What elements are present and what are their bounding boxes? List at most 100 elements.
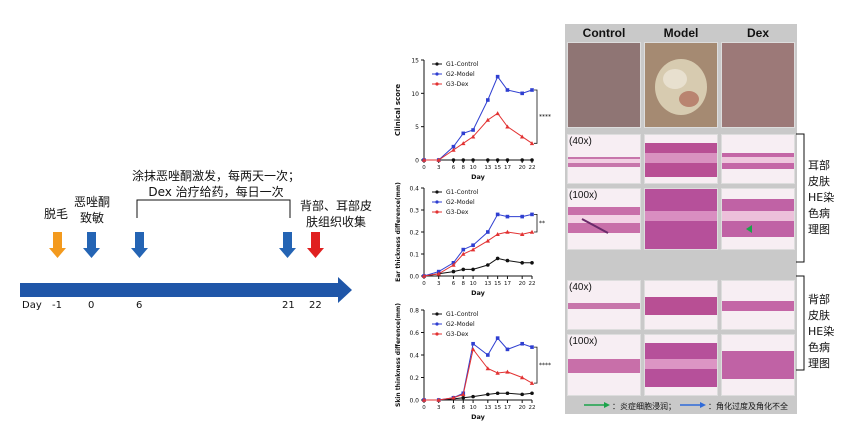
data-point bbox=[520, 341, 524, 346]
legend-label: G2-Model bbox=[446, 321, 475, 328]
series-line-1 bbox=[424, 337, 533, 401]
data-point bbox=[505, 214, 510, 219]
series-line-1 bbox=[424, 75, 533, 161]
x-tick-label: 17 bbox=[504, 165, 511, 171]
data-point bbox=[505, 158, 510, 162]
data-point bbox=[486, 158, 490, 162]
x-tick-label: 20 bbox=[519, 281, 526, 287]
data-point bbox=[485, 238, 491, 243]
x-tick-label: 6 bbox=[452, 281, 456, 287]
back-40x-dex bbox=[721, 280, 795, 330]
y-axis-label: Ear thickness difference(mm) bbox=[395, 182, 402, 282]
y-tick-label: 5 bbox=[415, 124, 419, 131]
y-axis-label: Skin thinkness difference(mm) bbox=[395, 303, 402, 407]
data-point bbox=[495, 370, 500, 375]
x-axis-label: Day bbox=[471, 413, 486, 421]
y-tick-label: 0.2 bbox=[409, 375, 419, 382]
legend-marker bbox=[435, 200, 439, 204]
histology-panel: Control Model Dex (40x) (100x) bbox=[565, 24, 797, 414]
x-tick-label: 8 bbox=[462, 281, 466, 287]
legend-marker bbox=[435, 312, 439, 316]
column-header-control: Control bbox=[582, 26, 626, 40]
data-point bbox=[436, 269, 441, 274]
data-point bbox=[461, 251, 466, 256]
data-point bbox=[451, 147, 456, 152]
data-point bbox=[495, 212, 500, 217]
x-tick-label: 13 bbox=[484, 165, 491, 171]
y-tick-label: 0.0 bbox=[409, 274, 419, 281]
back-100x-control bbox=[567, 334, 641, 396]
y-tick-label: 0.6 bbox=[409, 330, 419, 337]
data-point bbox=[451, 262, 456, 267]
data-point bbox=[436, 157, 441, 162]
timeline-arrow bbox=[20, 277, 352, 303]
clinical-score-chart: 0 5 10 15 0 3 6 8 10 13 15 17 20 22 Day Clinical score G… bbox=[390, 52, 552, 182]
blue-arrow-legend-icon bbox=[680, 402, 706, 408]
x-tick-label: 15 bbox=[494, 165, 501, 171]
data-point bbox=[530, 345, 534, 349]
legend-label: G1-Control bbox=[446, 311, 479, 318]
data-point bbox=[505, 229, 510, 234]
data-point bbox=[530, 88, 534, 92]
x-tick-label: 13 bbox=[484, 281, 491, 287]
legend-label: G3-Dex bbox=[446, 331, 469, 338]
back-he-label: 背部 皮肤 HE染 色病 理图 bbox=[808, 293, 835, 370]
green-arrow-legend-icon bbox=[584, 402, 610, 408]
y-tick-label: 0.8 bbox=[409, 308, 419, 315]
x-tick-label: 22 bbox=[529, 165, 536, 171]
series-line-2 bbox=[424, 348, 533, 401]
data-point bbox=[471, 394, 475, 399]
ear-100x-model bbox=[644, 188, 718, 250]
data-point bbox=[461, 267, 466, 272]
blue-marker-icon bbox=[279, 232, 296, 258]
y-tick-label: 0.4 bbox=[409, 353, 419, 360]
model-skin-photo bbox=[644, 42, 718, 128]
data-point bbox=[470, 134, 476, 139]
x-tick-label: 20 bbox=[519, 405, 526, 411]
data-point bbox=[495, 256, 500, 261]
x-axis-label: Day bbox=[471, 289, 486, 297]
series-line-2 bbox=[423, 231, 533, 277]
legend-marker bbox=[435, 332, 439, 336]
column-header-model: Model bbox=[663, 26, 699, 40]
data-point bbox=[470, 247, 476, 252]
data-point bbox=[471, 128, 475, 132]
data-point bbox=[436, 271, 441, 276]
significance-bracket bbox=[534, 89, 538, 144]
data-point bbox=[520, 91, 524, 96]
x-tick-label: 6 bbox=[452, 165, 456, 171]
y-tick-label: 10 bbox=[411, 91, 419, 98]
data-point bbox=[530, 158, 534, 162]
ear-thickness-svg: 0.0 0.1 0.2 0.3 0.4 0 3 6 8 10 13 15 17 20 22 Day Ear th… bbox=[395, 182, 545, 297]
mag-back-40x: (40x) bbox=[569, 282, 592, 293]
data-point bbox=[421, 273, 427, 278]
series-line-0 bbox=[423, 257, 532, 277]
data-point bbox=[495, 232, 500, 236]
data-point bbox=[461, 395, 466, 400]
data-point bbox=[530, 212, 534, 217]
data-point bbox=[495, 336, 500, 340]
data-point bbox=[461, 158, 466, 162]
significance-label: **** bbox=[539, 114, 551, 121]
data-point bbox=[461, 247, 466, 252]
skin-thickness-svg: 0.0 0.2 0.4 0.6 0.8 0 3 6 8 10 13 15 17 20 22 Day Skin t… bbox=[395, 303, 551, 421]
sensitization-label: 恶唑酮 致敏 bbox=[73, 195, 110, 225]
series-line-0 bbox=[424, 392, 533, 401]
legend-marker bbox=[435, 322, 439, 326]
data-point bbox=[451, 261, 456, 265]
y-tick-label: 0.4 bbox=[409, 186, 419, 193]
data-point bbox=[520, 261, 524, 265]
significance-bracket bbox=[534, 214, 538, 233]
x-tick-label: 0 bbox=[422, 165, 426, 171]
x-tick-label: 10 bbox=[470, 165, 477, 171]
x-tick-label: 0 bbox=[422, 405, 426, 411]
data-point bbox=[520, 214, 524, 219]
y-tick-label: 15 bbox=[411, 58, 419, 65]
day-prefix: Day bbox=[22, 300, 42, 311]
data-point bbox=[421, 397, 427, 402]
x-tick-label: 3 bbox=[437, 405, 441, 411]
data-point bbox=[486, 263, 490, 267]
blue-marker-icon bbox=[83, 232, 100, 258]
data-point bbox=[461, 141, 466, 146]
data-point bbox=[519, 232, 525, 236]
